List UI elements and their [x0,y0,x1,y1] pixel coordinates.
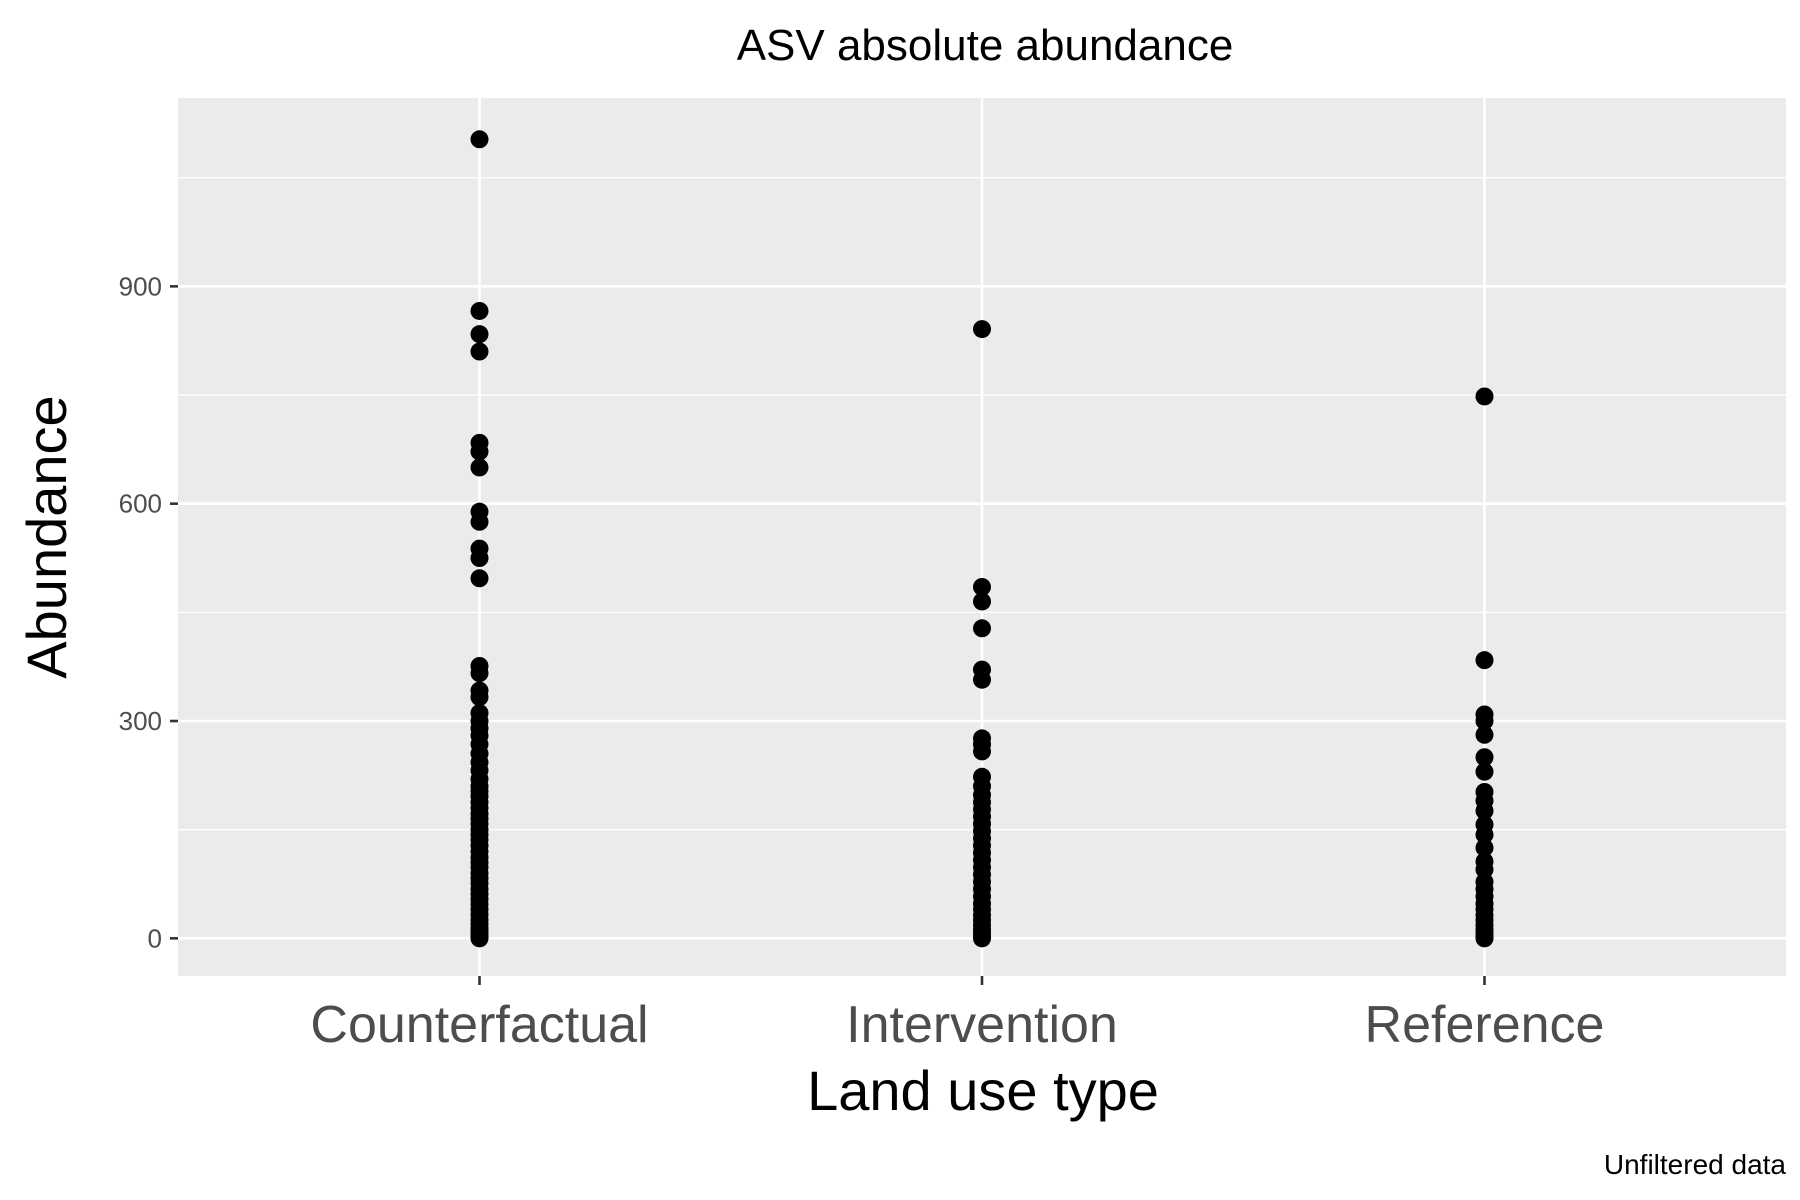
data-point [470,569,489,588]
data-point [470,130,489,149]
data-points [470,130,1494,948]
y-tick-label: 600 [119,489,162,519]
x-tick-label: Intervention [846,996,1118,1054]
data-point [470,301,489,320]
data-point [1475,387,1494,406]
data-point [973,619,991,638]
x-axis-title: Land use type [807,1059,1159,1122]
data-point [1475,825,1494,844]
data-point [470,325,489,344]
data-point [1475,762,1494,781]
data-point [973,320,991,339]
x-tick-label: Reference [1365,996,1605,1054]
data-point [470,458,489,477]
data-point [470,688,489,707]
chart-title: ASV absolute abundance [737,21,1234,70]
y-axis: 0 300 600 900 [119,271,178,953]
data-point [470,512,489,531]
data-point [973,577,991,596]
y-tick-label: 0 [148,923,162,953]
data-point [973,592,991,611]
data-point [1475,929,1494,948]
y-axis-title: Abundance [15,395,78,678]
x-tick-label: Counterfactual [310,996,648,1054]
y-tick-label: 300 [119,706,162,736]
data-point [1475,801,1494,820]
caption: Unfiltered data [1604,1149,1787,1180]
data-point [1475,838,1494,857]
data-point [470,929,489,948]
data-point [1475,748,1494,767]
data-point [1475,712,1494,731]
x-axis: Counterfactual Intervention Reference [310,976,1604,1054]
data-point [973,742,991,761]
data-point [973,670,991,689]
data-point [470,549,489,568]
y-tick-label: 900 [119,271,162,301]
data-point [1475,860,1494,879]
data-point [470,342,489,361]
data-point [973,929,991,948]
data-point [470,442,489,461]
data-point [470,664,489,683]
data-point [1475,651,1494,670]
data-point [1475,725,1494,744]
